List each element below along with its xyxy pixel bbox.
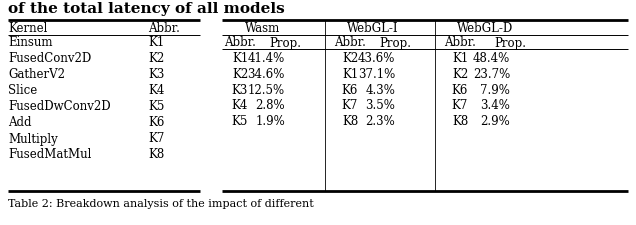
Text: K4: K4 — [232, 99, 248, 112]
Text: 41.4%: 41.4% — [248, 51, 285, 64]
Text: 37.1%: 37.1% — [357, 67, 395, 80]
Text: FusedConv2D: FusedConv2D — [8, 52, 91, 65]
Text: Slice: Slice — [8, 84, 38, 97]
Text: 2.9%: 2.9% — [480, 115, 510, 128]
Text: K5: K5 — [148, 100, 164, 113]
Text: 2.3%: 2.3% — [365, 115, 395, 128]
Text: K1: K1 — [342, 67, 358, 80]
Text: K2: K2 — [232, 67, 248, 80]
Text: 43.6%: 43.6% — [357, 51, 395, 64]
Text: K8: K8 — [148, 148, 164, 161]
Text: Abbr.: Abbr. — [444, 36, 476, 49]
Text: K8: K8 — [342, 115, 358, 128]
Text: K1: K1 — [452, 51, 468, 64]
Text: K8: K8 — [452, 115, 468, 128]
Text: 7.9%: 7.9% — [480, 83, 510, 96]
Text: Abbr.: Abbr. — [148, 22, 180, 35]
Text: K6: K6 — [148, 116, 164, 129]
Text: K2: K2 — [148, 52, 164, 65]
Text: K2: K2 — [452, 67, 468, 80]
Text: K1: K1 — [232, 51, 248, 64]
Text: Wasm: Wasm — [245, 22, 280, 35]
Text: K7: K7 — [342, 99, 358, 112]
Text: GatherV2: GatherV2 — [8, 68, 65, 81]
Text: K6: K6 — [342, 83, 358, 96]
Text: K5: K5 — [232, 115, 248, 128]
Text: 3.4%: 3.4% — [480, 99, 510, 112]
Text: K4: K4 — [148, 84, 164, 97]
Text: FusedDwConv2D: FusedDwConv2D — [8, 100, 111, 113]
Text: 12.5%: 12.5% — [248, 83, 285, 96]
Text: Abbr.: Abbr. — [334, 36, 366, 49]
Text: 48.4%: 48.4% — [473, 51, 510, 64]
Text: K1: K1 — [148, 36, 164, 49]
Text: 23.7%: 23.7% — [473, 67, 510, 80]
Text: Prop.: Prop. — [269, 36, 301, 49]
Text: Prop.: Prop. — [379, 36, 411, 49]
Text: K3: K3 — [148, 68, 164, 81]
Text: FusedMatMul: FusedMatMul — [8, 148, 92, 161]
Text: Kernel: Kernel — [8, 22, 47, 35]
Text: 34.6%: 34.6% — [247, 67, 285, 80]
Text: 1.9%: 1.9% — [255, 115, 285, 128]
Text: Add: Add — [8, 116, 32, 129]
Text: 4.3%: 4.3% — [365, 83, 395, 96]
Text: Abbr.: Abbr. — [224, 36, 256, 49]
Text: K7: K7 — [148, 132, 164, 145]
Text: 2.8%: 2.8% — [256, 99, 285, 112]
Text: 3.5%: 3.5% — [365, 99, 395, 112]
Text: Prop.: Prop. — [494, 36, 526, 49]
Text: WebGL-I: WebGL-I — [347, 22, 398, 35]
Text: K7: K7 — [452, 99, 468, 112]
Text: WebGL-D: WebGL-D — [457, 22, 513, 35]
Text: K6: K6 — [452, 83, 468, 96]
Text: Multiply: Multiply — [8, 132, 58, 145]
Text: Table 2: Breakdown analysis of the impact of different: Table 2: Breakdown analysis of the impac… — [8, 198, 314, 208]
Text: of the total latency of all models: of the total latency of all models — [8, 2, 285, 16]
Text: K2: K2 — [342, 51, 358, 64]
Text: K3: K3 — [232, 83, 248, 96]
Text: Einsum: Einsum — [8, 36, 53, 49]
